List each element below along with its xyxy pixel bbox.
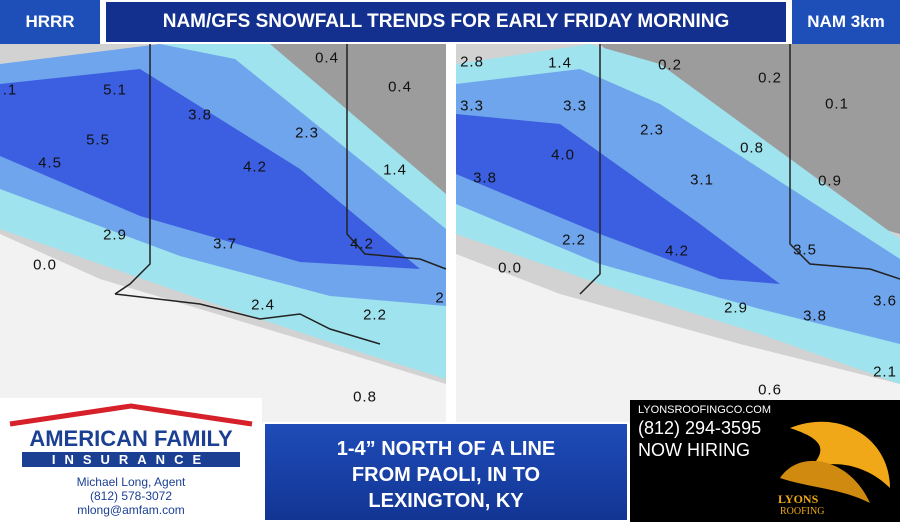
right-map <box>456 44 900 424</box>
snow-value: 3.5 <box>793 241 817 259</box>
snow-value: 3.8 <box>803 307 827 325</box>
map-zone <box>0 234 446 424</box>
snow-value: 2.8 <box>460 53 484 71</box>
state-border <box>789 44 900 280</box>
snow-value: 1.4 <box>383 161 407 179</box>
logo-text: LYONS <box>778 492 819 506</box>
snow-value: 0.2 <box>658 56 682 74</box>
snow-value: 2 <box>435 289 445 307</box>
website: LYONSROOFINGCO.COM <box>638 404 772 416</box>
snow-value: 3.8 <box>188 106 212 124</box>
snow-value: 0.4 <box>315 49 339 67</box>
snow-value: 5.5 <box>86 131 110 149</box>
snow-value: 0.8 <box>740 139 764 157</box>
snow-value: 0.4 <box>388 78 412 96</box>
snow-value: 2.4 <box>251 296 275 314</box>
snow-value: 2.3 <box>640 121 664 139</box>
model-label: NAM 3km <box>792 0 900 44</box>
snow-value: 0.2 <box>758 69 782 87</box>
snow-value: 3.8 <box>473 169 497 187</box>
brand-sub: INSURANCE <box>22 452 240 467</box>
phone: (812) 578-3072 <box>89 489 173 503</box>
map-zone <box>456 254 900 424</box>
snow-value: 2.2 <box>363 306 387 324</box>
snow-value: 0.6 <box>758 381 782 399</box>
state-border <box>346 44 447 270</box>
caption: 1-4” NORTH OF A LINE FROM PAOLI, IN TO L… <box>263 422 629 522</box>
snow-value: 0.8 <box>353 388 377 406</box>
snow-value: 2.3 <box>295 124 319 142</box>
snow-value: 3.7 <box>213 235 237 253</box>
snow-value: 1.4 <box>548 54 572 72</box>
caption-line: FROM PAOLI, IN TO <box>351 464 541 486</box>
snow-value: 3.1 <box>690 171 714 189</box>
agent: Michael Long, Agent <box>76 475 186 489</box>
snow-value: 2.9 <box>724 299 748 317</box>
snow-value: .1 <box>2 81 18 99</box>
snow-value: 0.9 <box>818 172 842 190</box>
snow-value: 2.2 <box>562 231 586 249</box>
brand: AMERICAN FAMILY <box>29 426 233 451</box>
email: mlong@amfam.com <box>77 503 185 517</box>
snow-value: 0.0 <box>498 259 522 277</box>
roof-logo <box>9 403 253 427</box>
state-border <box>579 44 601 295</box>
sponsor-left: AMERICAN FAMILY INSURANCE Michael Long, … <box>0 398 262 522</box>
snow-value: 3.3 <box>563 97 587 115</box>
snow-value: 4.2 <box>665 242 689 260</box>
snow-value: 2.9 <box>103 226 127 244</box>
snow-value: 4.0 <box>551 146 575 164</box>
snow-value: 4.2 <box>350 235 374 253</box>
snow-value: 3.3 <box>460 97 484 115</box>
phone: (812) 294-3595 <box>638 418 762 438</box>
tagline: NOW HIRING <box>638 440 750 460</box>
model-label: HRRR <box>0 0 100 44</box>
snow-value: 0.0 <box>33 256 57 274</box>
sponsor-right: LYONSROOFINGCO.COM (812) 294-3595 NOW HI… <box>630 400 900 522</box>
snow-value: 4.2 <box>243 158 267 176</box>
state-border <box>114 44 151 295</box>
caption-line: 1-4” NORTH OF A LINE <box>336 438 556 460</box>
state-border <box>114 293 381 345</box>
title: NAM/GFS SNOWFALL TRENDS FOR EARLY FRIDAY… <box>104 0 788 44</box>
lion-logo <box>780 421 890 503</box>
snow-band <box>456 114 780 284</box>
snow-value: 5.1 <box>103 81 127 99</box>
snow-value: 0.1 <box>825 95 849 113</box>
snow-band <box>0 69 420 269</box>
snow-value: 4.5 <box>38 154 62 172</box>
caption-line: LEXINGTON, KY <box>368 490 524 512</box>
maps <box>0 44 900 424</box>
snow-value: 3.6 <box>873 292 897 310</box>
logo-text: ROOFING <box>780 506 825 517</box>
left-map <box>0 44 447 424</box>
snow-value: 2.1 <box>873 363 897 381</box>
map-divider <box>446 44 456 424</box>
